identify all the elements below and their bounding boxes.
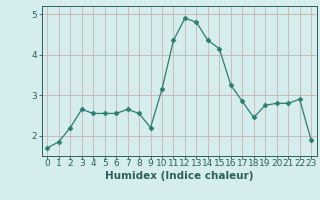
X-axis label: Humidex (Indice chaleur): Humidex (Indice chaleur) <box>105 171 253 181</box>
